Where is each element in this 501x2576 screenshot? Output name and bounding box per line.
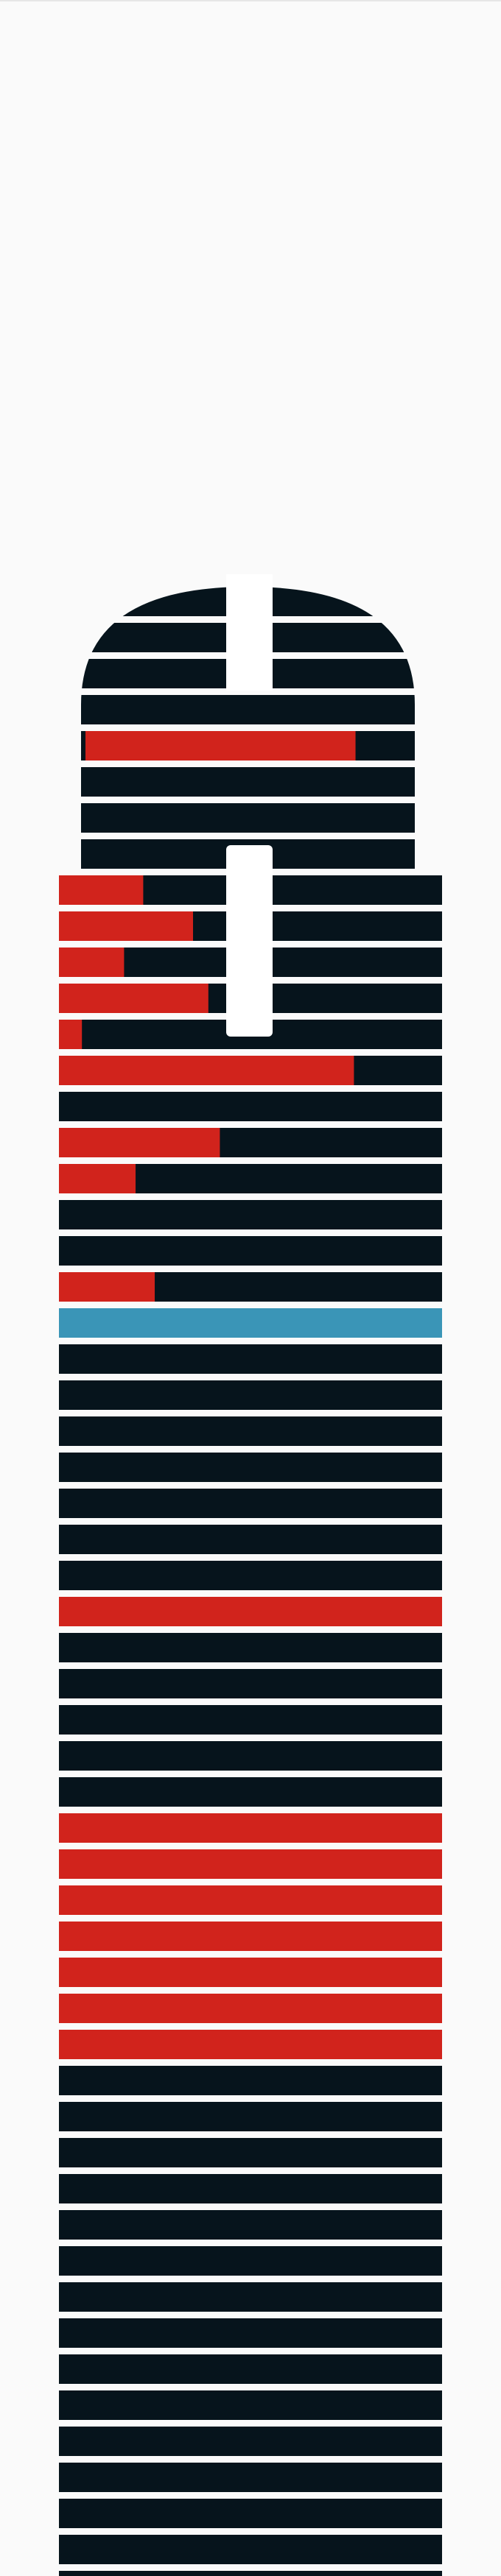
- highlight-bar: [59, 1308, 442, 1338]
- bar: [81, 695, 415, 724]
- bar-fill: [59, 948, 125, 977]
- upper-notch: [226, 574, 273, 691]
- bar-fill: [59, 1272, 155, 1302]
- bar: [59, 1669, 442, 1698]
- bar-fill: [59, 1958, 442, 1987]
- bar: [59, 2427, 442, 2456]
- bar: [59, 1380, 442, 1410]
- bar-fill: [59, 1056, 354, 1085]
- bar-fill: [59, 1922, 442, 1951]
- bar: [59, 2066, 442, 2095]
- bar-fill: [59, 2030, 442, 2059]
- bar: [59, 1489, 442, 1518]
- bar: [59, 2138, 442, 2167]
- bar: [59, 1344, 442, 1374]
- lower-notch: [226, 845, 273, 1037]
- bar: [59, 2535, 442, 2564]
- bar: [59, 2282, 442, 2312]
- bar: [59, 2102, 442, 2131]
- bar: [59, 2463, 442, 2492]
- bar-fill: [59, 1020, 83, 1049]
- bar: [59, 2210, 442, 2240]
- bar-fill: [59, 1164, 136, 1193]
- bar-fill: [59, 1813, 442, 1843]
- bar: [59, 1633, 442, 1662]
- bar: [59, 1092, 442, 1121]
- top-border: [0, 0, 501, 1]
- tower-bars: [59, 587, 442, 2576]
- bar-fill: [59, 1849, 442, 1879]
- bar: [59, 2499, 442, 2528]
- bar: [81, 767, 415, 797]
- bar-fill: [59, 1885, 442, 1915]
- bar: [59, 2390, 442, 2420]
- bar-fill: [59, 1597, 442, 1626]
- bar: [59, 2354, 442, 2384]
- bar-fill: [59, 1994, 442, 2023]
- bar: [59, 2318, 442, 2348]
- bar: [59, 1777, 442, 1807]
- bar: [81, 803, 415, 833]
- bar-fill: [59, 911, 193, 941]
- bar-fill: [85, 731, 356, 761]
- bar: [59, 1453, 442, 1482]
- bar: [59, 2174, 442, 2203]
- bar: [59, 1525, 442, 1554]
- bar: [59, 2571, 442, 2576]
- bar-fill: [59, 1128, 220, 1157]
- bar: [59, 1416, 442, 1446]
- bar: [59, 1561, 442, 1590]
- bar: [59, 1200, 442, 1229]
- bar: [59, 1741, 442, 1771]
- bar-fill: [59, 875, 144, 905]
- bar-fill: [59, 984, 209, 1013]
- bar: [59, 1705, 442, 1735]
- bar: [59, 2246, 442, 2276]
- bar: [59, 1236, 442, 1266]
